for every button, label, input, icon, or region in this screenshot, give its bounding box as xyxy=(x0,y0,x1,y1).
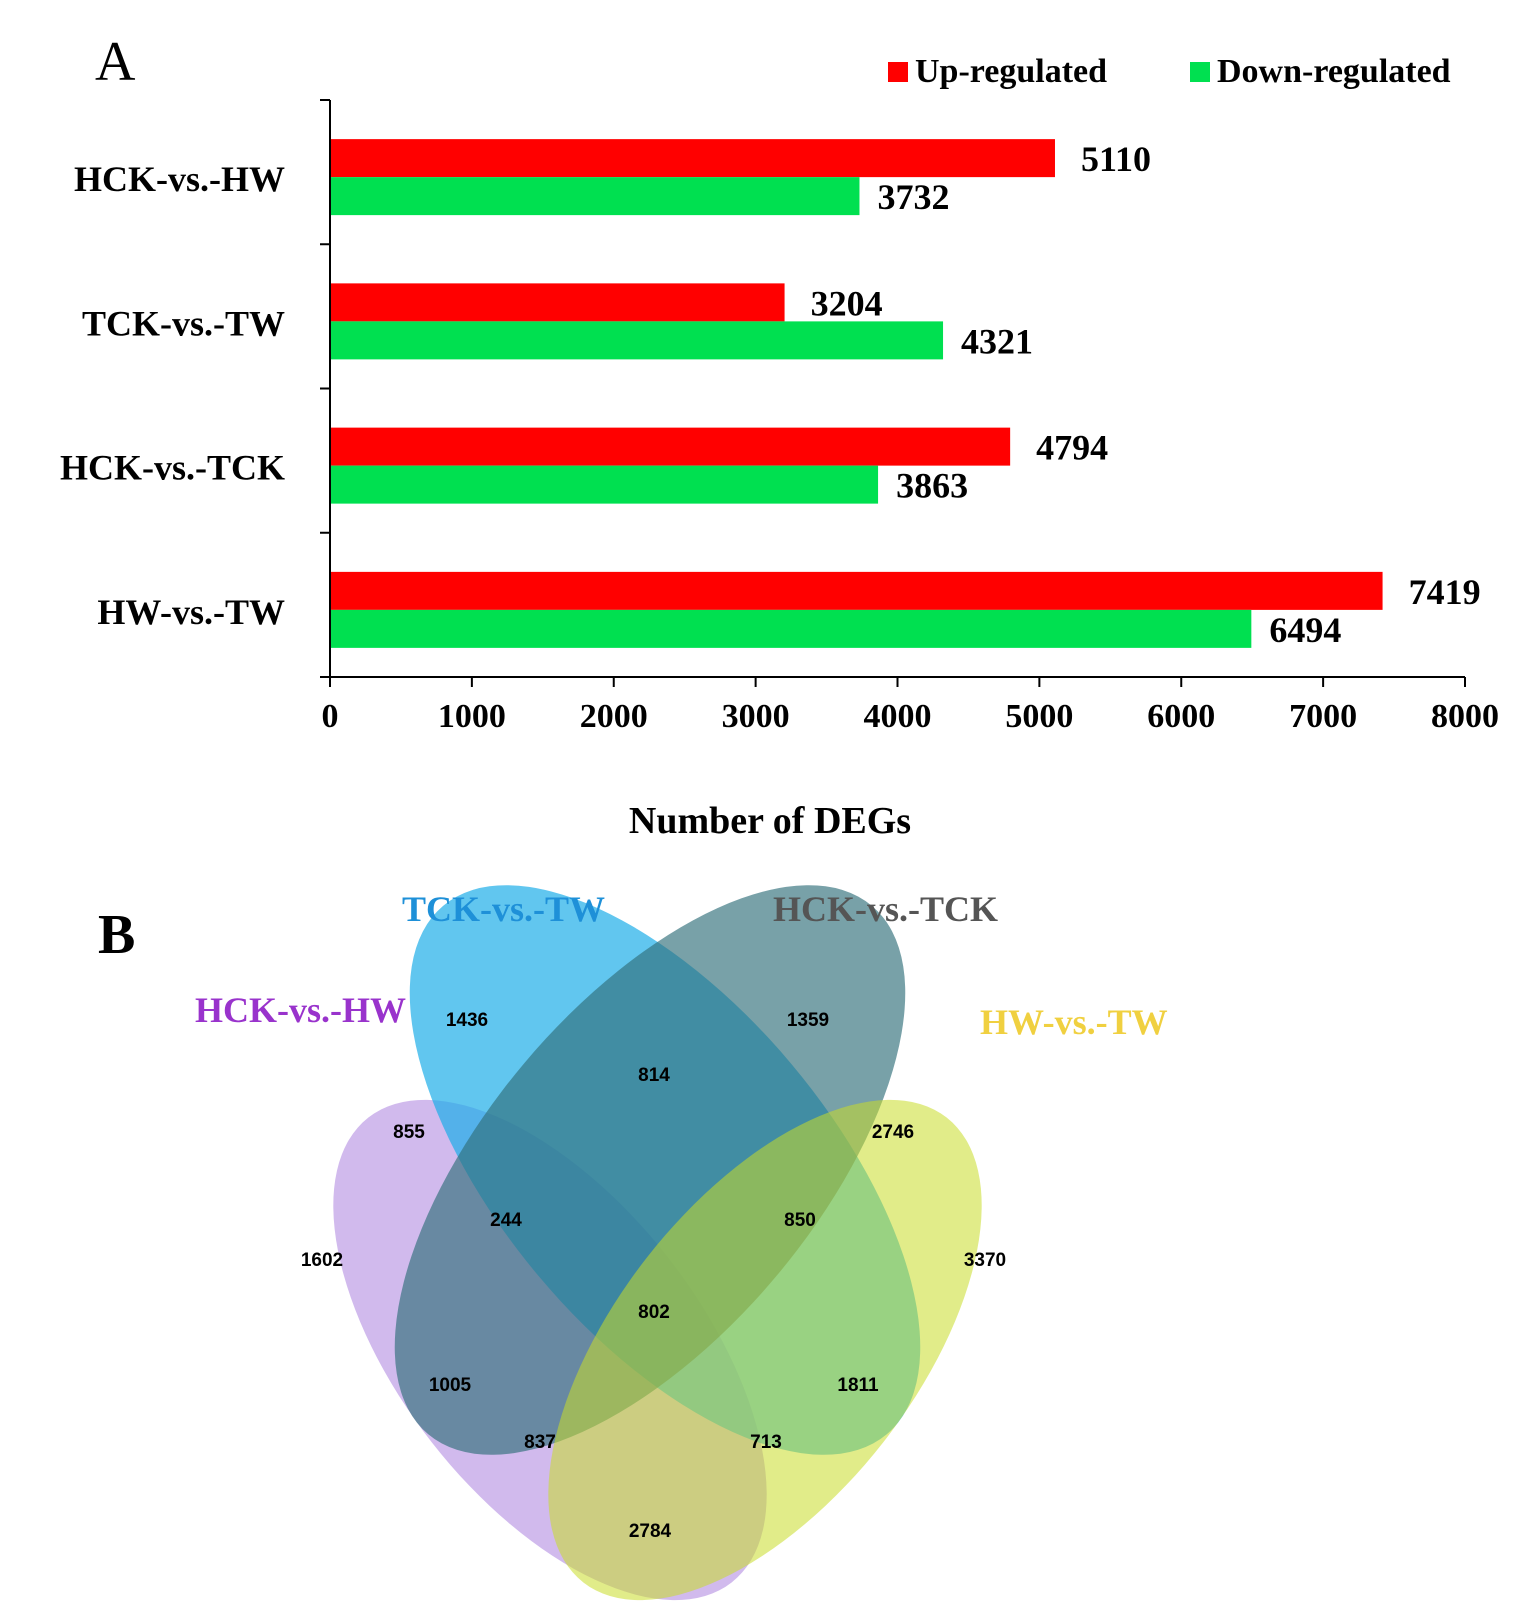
legend: Up-regulated Down-regulated xyxy=(888,53,1451,90)
venn-count-hck-vs-hw-hck-vs-tck: 1005 xyxy=(429,1375,472,1396)
venn-count-hck-vs-hw-tck-vs-tw-hck-vs-tck: 244 xyxy=(490,1210,522,1231)
venn-count-hck-vs-hw-hw-vs-tw: 2784 xyxy=(629,1521,672,1542)
bar-value-label: 3732 xyxy=(877,177,949,217)
x-axis-title: Number of DEGs xyxy=(629,800,911,842)
venn-set-label-hw-vs-tw: HW-vs.-TW xyxy=(980,1002,1168,1042)
bar-up-regulated-tck-vs-tw xyxy=(330,283,785,322)
category-label: HCK-vs.-TCK xyxy=(60,448,285,488)
legend-label-down: Down-regulated xyxy=(1217,53,1451,90)
x-tick-label: 3000 xyxy=(722,698,790,735)
bar-value-label: 6494 xyxy=(1269,610,1341,650)
venn-set-label-tck-vs-tw: TCK-vs.-TW xyxy=(402,889,605,929)
bar-labels: 5110 3732 3204 4321 4794 3863 7419 6494 xyxy=(811,139,1481,650)
venn-count-hck-vs-hw-tck-vs-tw-hw-vs-tw: 713 xyxy=(750,1432,782,1453)
bar-value-label: 3863 xyxy=(896,466,968,506)
legend-swatch-down xyxy=(1190,62,1210,82)
venn-set-label-hck-vs-tck: HCK-vs.-TCK xyxy=(773,889,998,929)
category-labels: HCK-vs.-HW TCK-vs.-TW HCK-vs.-TCK HW-vs.-TW xyxy=(60,159,285,632)
bar-down-regulated-tck-vs-tw xyxy=(330,321,944,360)
venn-count-hck-vs-hw-hck-vs-tck-hw-vs-tw: 837 xyxy=(524,1432,556,1453)
bar-value-label: 7419 xyxy=(1409,572,1481,612)
x-tick-label: 5000 xyxy=(1005,698,1073,735)
panel-label-b: B xyxy=(98,904,135,966)
x-tick-label: 1000 xyxy=(438,698,506,735)
category-label: HW-vs.-TW xyxy=(97,592,285,632)
x-tick-label: 4000 xyxy=(864,698,932,735)
x-tick-label: 0 xyxy=(322,698,339,735)
venn-count-hck-vs-tck-hw-vs-tw: 2746 xyxy=(872,1122,914,1143)
venn-set-label-hck-vs-hw: HCK-vs.-HW xyxy=(195,990,406,1030)
bar-up-regulated-hw-vs-tw xyxy=(330,571,1383,610)
venn-region-counts: 1602 1436 1359 3370 814 855 2746 244 850 802 1005 1… xyxy=(301,1010,1006,1542)
panel-a: A Up-regulated Down-regulated 5110 3732 32… xyxy=(60,31,1499,842)
x-tick-label: 2000 xyxy=(580,698,648,735)
bar-value-label: 5110 xyxy=(1081,139,1151,179)
x-tick-label: 8000 xyxy=(1431,698,1499,735)
x-tick-label: 7000 xyxy=(1289,698,1357,735)
category-label: TCK-vs.-TW xyxy=(82,303,285,343)
venn-count-tck-vs-tw: 1436 xyxy=(446,1010,488,1031)
bar-value-label: 4321 xyxy=(961,321,1033,361)
bar-down-regulated-hck-vs-tck xyxy=(330,465,879,504)
venn-ellipse-hck-vs-tck xyxy=(394,885,906,1455)
axis-ticks xyxy=(320,99,1466,687)
venn-count-hck-vs-tck: 1359 xyxy=(787,1010,829,1031)
legend-label-up: Up-regulated xyxy=(915,53,1107,90)
category-label: HCK-vs.-HW xyxy=(74,159,285,199)
venn-diagram xyxy=(333,885,982,1601)
panel-b: B HCK-vs.-HW TCK-vs.-TW HCK-vs.-TCK HW-v… xyxy=(98,885,1168,1601)
venn-count-hck-vs-hw: 1602 xyxy=(301,1250,343,1271)
legend-swatch-up xyxy=(888,62,908,82)
bar-up-regulated-hck-vs-tck xyxy=(330,427,1011,466)
bar-value-label: 3204 xyxy=(811,283,883,323)
venn-count-hck-vs-hw-tck-vs-tw-hck-vs-tck-hw-vs-tw: 802 xyxy=(638,1302,670,1323)
venn-ellipse-hw-vs-tw xyxy=(548,1099,982,1601)
panel-label-a: A xyxy=(95,31,136,93)
venn-count-hw-vs-tw: 3370 xyxy=(964,1250,1006,1271)
bar-value-label: 4794 xyxy=(1036,428,1108,468)
bar-down-regulated-hck-vs-hw xyxy=(330,177,860,216)
bar-up-regulated-hck-vs-hw xyxy=(330,139,1055,178)
bar-down-regulated-hw-vs-tw xyxy=(330,609,1252,648)
bars xyxy=(330,139,1383,648)
venn-count-tck-vs-tw-hw-vs-tw: 1811 xyxy=(837,1375,879,1396)
venn-count-hck-vs-hw-tck-vs-tw: 855 xyxy=(393,1122,425,1143)
venn-count-tck-vs-tw-hck-vs-tck-hw-vs-tw: 850 xyxy=(784,1210,816,1231)
x-tick-labels: 0 1000 2000 3000 4000 5000 6000 7000 8000 xyxy=(322,698,1500,735)
venn-count-tck-vs-tw-hck-vs-tck: 814 xyxy=(638,1065,670,1086)
x-tick-label: 6000 xyxy=(1147,698,1215,735)
